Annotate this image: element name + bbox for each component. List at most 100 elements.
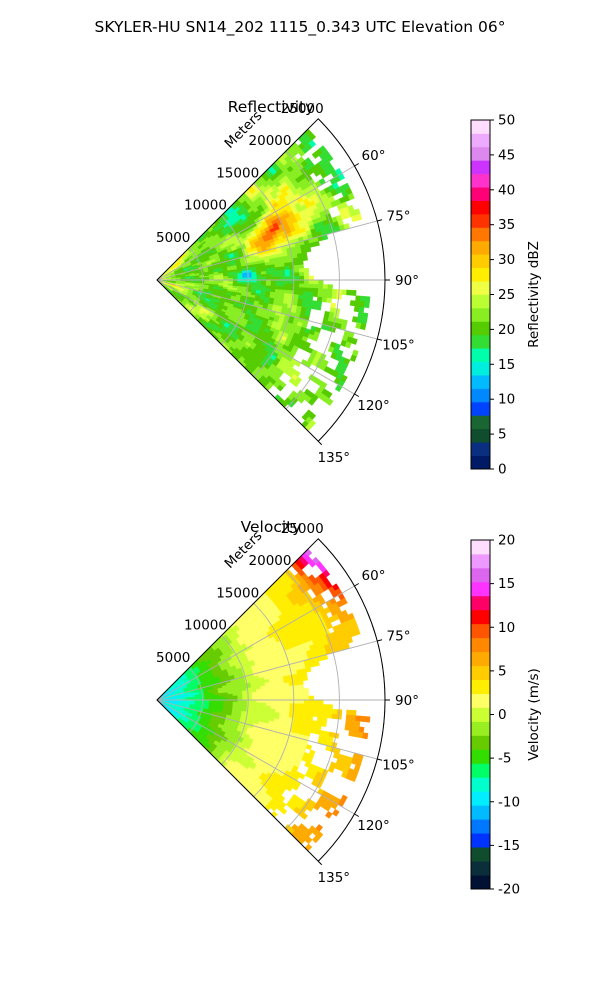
radar-cell <box>308 695 315 701</box>
radar-cell <box>318 699 324 705</box>
range-tick-label: 10000 <box>184 198 227 214</box>
angle-tick <box>377 219 383 222</box>
radar-cell <box>293 681 299 686</box>
colorbar-swatch <box>471 861 490 876</box>
colorbar-tick-label: 0 <box>498 707 507 723</box>
colorbar-tick-label: 20 <box>498 533 515 549</box>
colorbar-swatch <box>471 294 490 309</box>
radar-cell <box>299 692 305 697</box>
radar-cell <box>270 693 276 698</box>
radar-cell <box>331 293 338 300</box>
radar-cell <box>265 270 272 275</box>
radar-cell <box>313 287 319 293</box>
radar-cell <box>280 702 286 707</box>
colorbar-swatch <box>471 679 490 694</box>
radar-cell <box>346 289 352 296</box>
colorbar-swatch <box>471 227 490 242</box>
radar-cell <box>331 288 338 295</box>
angle-tick-label: 135° <box>318 870 351 886</box>
radar-cell <box>359 715 366 723</box>
radar-cell <box>256 694 262 698</box>
radar-cell <box>294 703 300 708</box>
radar-cell <box>280 282 286 287</box>
colorbar-swatch <box>471 213 490 228</box>
angle-tick-label: 135° <box>318 450 351 466</box>
colorbar-swatch <box>471 146 490 161</box>
radar-cell <box>322 288 329 294</box>
radar-cell <box>317 292 323 298</box>
radar-cell <box>265 702 272 707</box>
radar-cell <box>308 132 317 141</box>
radar-cell <box>261 702 267 706</box>
radar-cell <box>284 706 291 711</box>
radar-cell <box>322 292 328 299</box>
radar-cell <box>318 283 324 289</box>
colorbar-swatch <box>471 133 490 148</box>
radar-cell <box>298 260 304 266</box>
colorbar-swatch <box>471 321 490 336</box>
colorbar-swatch <box>471 160 490 175</box>
radar-cell <box>241 272 248 276</box>
range-tick-label: 20000 <box>249 133 292 149</box>
radar-cell <box>298 710 305 716</box>
radar-cell <box>260 691 267 695</box>
radar-cell <box>313 660 320 667</box>
radar-cell <box>280 699 286 704</box>
radar-cell <box>270 282 276 287</box>
radar-cell <box>322 284 329 290</box>
radar-cell <box>345 714 352 721</box>
colorbar-swatch <box>471 415 490 430</box>
radar-cell <box>305 247 312 253</box>
radar-cell <box>325 154 334 162</box>
colorbar-tick-label: -10 <box>498 794 520 810</box>
colorbar-swatch <box>471 819 490 834</box>
radar-cell <box>313 703 319 709</box>
radar-cell <box>294 692 300 697</box>
colorbar-swatch <box>471 791 490 806</box>
radar-cell <box>322 708 329 714</box>
radar-cell <box>349 720 356 727</box>
radar-cell <box>260 271 267 275</box>
radar-cell <box>322 704 329 710</box>
radar-cell <box>326 297 333 304</box>
radar-cell <box>293 684 300 690</box>
radar-cell <box>303 699 310 705</box>
colorbar-tick-label: 20 <box>498 322 515 338</box>
colorbar-swatch <box>471 805 490 820</box>
radar-cell <box>305 744 313 751</box>
range-tick-label: 15000 <box>216 165 259 181</box>
colorbar-swatch <box>471 763 490 778</box>
colorbar-swatch <box>471 581 490 597</box>
radar-cell <box>358 306 365 313</box>
colorbar-label: Reflectivity dBZ <box>526 241 542 348</box>
colorbar-label: Velocity (m/s) <box>526 668 542 761</box>
radar-cell <box>322 712 328 719</box>
colorbar-swatch <box>471 637 490 653</box>
radar-cell <box>284 685 290 691</box>
radar-cell <box>293 264 300 270</box>
angle-tick <box>354 163 360 167</box>
radar-cell <box>275 699 281 704</box>
radar-cell <box>279 266 286 271</box>
radar-cell <box>251 694 257 698</box>
radar-cell <box>308 275 315 281</box>
radar-cell <box>251 702 257 706</box>
radar-cell <box>307 711 314 717</box>
radar-cell <box>307 291 314 297</box>
radar-cell <box>312 292 319 298</box>
radar-cell <box>364 296 371 303</box>
radar-cell <box>310 304 317 310</box>
colorbar-swatch <box>471 595 490 611</box>
radar-cell <box>270 810 278 818</box>
radar-cell <box>308 279 315 285</box>
radar-cell <box>303 711 309 717</box>
radar-cell <box>279 286 286 291</box>
radar-cell <box>327 284 333 290</box>
radar-cell <box>303 287 310 293</box>
radar-cell <box>345 719 351 726</box>
radar-cell <box>316 716 323 722</box>
radar-cell <box>331 708 338 715</box>
colorbar-swatch <box>471 334 490 349</box>
colorbar-swatch <box>471 875 490 890</box>
